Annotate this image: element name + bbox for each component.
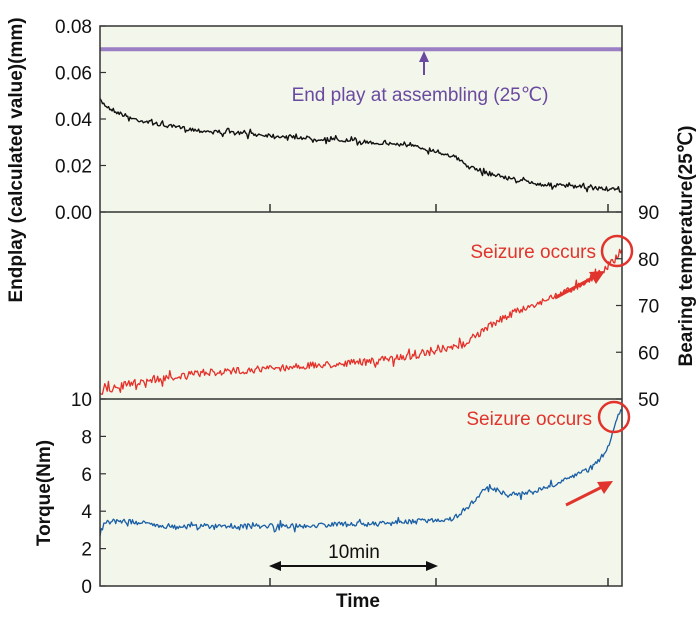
temperature-ytick-label: 70 [638,297,659,318]
endplay-series [99,98,623,193]
temperature-ytick-label: 80 [638,250,659,271]
torque-axis-title: Torque(Nm) [34,440,55,546]
torque-y-tick-labels: 0 2 4 6 8 10 [71,390,106,598]
temperature-y-tick-labels: 50 60 70 80 90 [616,203,659,411]
endplay-axis-title: Endplay (calculated value)(mm) [6,17,27,302]
torque-ytick-label: 4 [81,502,92,523]
torque-seizure-text: Seizure occurs [466,409,592,430]
time-axis-title: Time [336,591,380,612]
temperature-trend-arrow [554,274,597,300]
assembly-annotation-arrowhead [419,51,429,62]
temperature-series [99,248,623,395]
endplay-ytick-label: 0.06 [55,64,92,85]
scale-bar-label: 10min [328,542,380,563]
scale-bar-right-arrowhead [426,561,438,571]
endplay-ytick-label: 0.04 [55,110,92,131]
endplay-ytick-label: 0.00 [55,203,92,224]
endplay-line [99,98,623,193]
temperature-seizure-circle [600,234,634,268]
torque-ytick-label: 8 [81,427,92,448]
x-tick-marks [269,204,609,586]
torque-seizure-circle [597,400,631,434]
torque-ytick-label: 10 [71,390,92,411]
plot-frame [99,25,623,587]
temperature-line [99,248,623,395]
torque-trend-arrowhead [597,481,613,494]
torque-series [99,409,623,537]
endplay-ytick-label: 0.02 [55,157,92,178]
torque-seizure-annotation: Seizure occurs [466,400,631,507]
plot-background [100,26,622,586]
assembly-annotation-text: End play at assembling (25℃) [292,85,549,106]
temperature-ytick-label: 60 [638,343,659,364]
torque-trend-arrow [565,484,605,507]
torque-line [99,409,623,537]
torque-ytick-label: 6 [81,465,92,486]
temperature-ytick-label: 50 [638,390,659,411]
endplay-y-tick-labels: 0.00 0.02 0.04 0.06 0.08 [55,17,106,224]
temperature-trend-arrowhead [589,271,605,284]
assembly-annotation: End play at assembling (25℃) [292,51,549,106]
torque-ytick-label: 2 [81,540,92,561]
temperature-seizure-text: Seizure occurs [470,242,596,263]
endplay-ytick-label: 0.08 [55,17,92,38]
time-scale-bar: 10min [269,542,438,571]
torque-ytick-label: 0 [81,577,92,598]
temperature-seizure-annotation: Seizure occurs [470,234,634,300]
temperature-ytick-label: 90 [638,203,659,224]
scale-bar-left-arrowhead [269,561,281,571]
temperature-axis-title: Bearing temperature(25℃) [676,126,697,367]
